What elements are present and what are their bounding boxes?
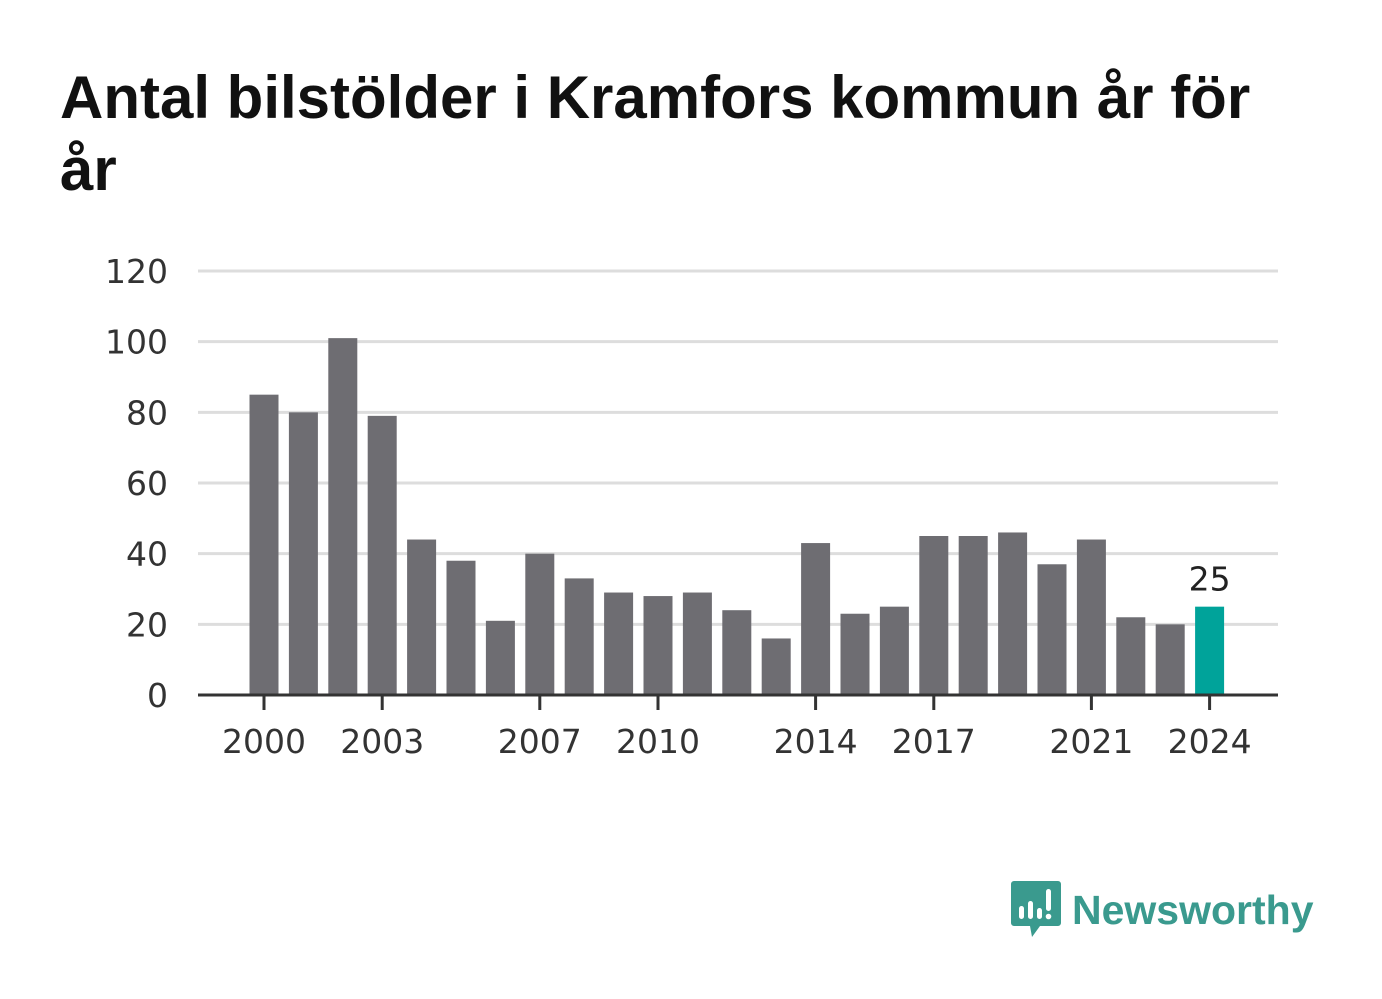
bar-2009 xyxy=(604,592,634,695)
labels: 0 20 40 60 80 100 120 2000 2003 2007 2010 2014 2017 2… xyxy=(105,252,1252,761)
y-tick-label-120: 120 xyxy=(105,252,168,291)
y-tick-label-20: 20 xyxy=(126,605,168,644)
bar-2007 xyxy=(525,553,555,695)
bar-2003 xyxy=(367,415,397,695)
bar-2020 xyxy=(1037,564,1067,695)
bar-2017 xyxy=(919,536,949,695)
data-label-2024: 25 xyxy=(1189,560,1231,599)
chart-title: Antal bilstölder i Kramfors kommun år fö… xyxy=(60,64,1251,203)
brand-name: Newsworthy xyxy=(1072,886,1314,933)
bar-2015 xyxy=(840,613,870,695)
bar-2010 xyxy=(643,596,673,695)
newsworthy-logo-icon xyxy=(1011,881,1061,937)
bar-2004 xyxy=(407,539,437,695)
bar-2012 xyxy=(722,610,752,695)
bar-2006 xyxy=(485,620,515,695)
bar-2024 xyxy=(1195,606,1225,695)
bar-2013 xyxy=(761,638,791,695)
bar-2005 xyxy=(446,560,476,695)
bar-2019 xyxy=(998,532,1028,695)
bar-2016 xyxy=(879,606,909,695)
grid-lines xyxy=(198,269,1278,626)
bars xyxy=(249,338,1225,695)
axes xyxy=(198,693,1278,710)
bar-2000 xyxy=(249,394,279,695)
y-tick-label-40: 40 xyxy=(126,535,168,574)
bar-2023 xyxy=(1155,624,1185,695)
x-tick-label-2003: 2003 xyxy=(340,722,424,761)
bar-2011 xyxy=(682,592,712,695)
bar-2021 xyxy=(1076,539,1106,695)
x-tick-label-2000: 2000 xyxy=(222,722,306,761)
y-tick-label-100: 100 xyxy=(105,323,168,362)
x-tick-label-2010: 2010 xyxy=(616,722,700,761)
bar-2008 xyxy=(564,578,594,695)
bar-2014 xyxy=(801,543,831,695)
x-tick-label-2014: 2014 xyxy=(774,722,858,761)
y-tick-label-80: 80 xyxy=(126,393,168,432)
bar-2022 xyxy=(1116,617,1146,695)
y-tick-label-0: 0 xyxy=(147,676,168,715)
newsworthy-logo: Newsworthy xyxy=(1010,878,1314,942)
x-tick-label-2007: 2007 xyxy=(498,722,582,761)
x-tick-label-2021: 2021 xyxy=(1049,722,1133,761)
y-tick-label-60: 60 xyxy=(126,464,168,503)
bar-2018 xyxy=(958,536,988,695)
bar-2001 xyxy=(288,412,318,695)
x-tick-label-2017: 2017 xyxy=(892,722,976,761)
x-tick-label-2024: 2024 xyxy=(1168,722,1252,761)
bar-2002 xyxy=(328,338,358,695)
